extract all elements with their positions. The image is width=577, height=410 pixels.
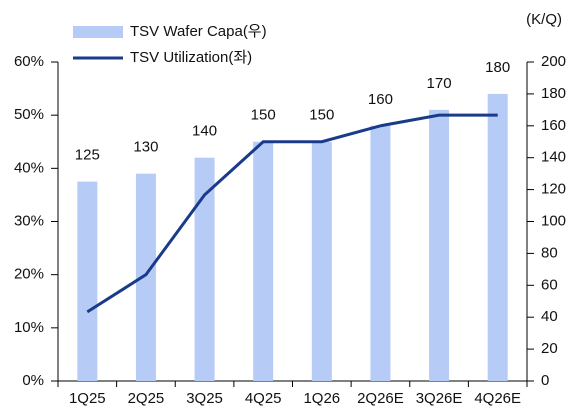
x-tick-label: 4Q26E bbox=[474, 390, 521, 407]
y2-tick-label: 0 bbox=[541, 372, 549, 389]
data-label: 180 bbox=[485, 59, 510, 76]
y-tick-label: 0% bbox=[22, 372, 44, 389]
data-label: 125 bbox=[75, 147, 100, 164]
y-tick-label: 10% bbox=[14, 319, 44, 336]
bar bbox=[253, 141, 274, 381]
x-tick-label: 4Q25 bbox=[245, 390, 282, 407]
x-tick-label: 1Q25 bbox=[69, 390, 106, 407]
bar bbox=[77, 181, 98, 381]
bar bbox=[429, 109, 450, 381]
y2-tick-label: 80 bbox=[541, 244, 558, 261]
y2-tick-label: 140 bbox=[541, 149, 566, 166]
bar bbox=[194, 157, 215, 381]
data-label: 140 bbox=[192, 123, 217, 140]
legend-label: TSV Wafer Capa(우) bbox=[130, 23, 267, 40]
data-label: 170 bbox=[427, 75, 452, 92]
data-label: 150 bbox=[251, 107, 276, 124]
y-tick-label: 40% bbox=[14, 159, 44, 176]
y2-tick-label: 200 bbox=[541, 53, 566, 70]
y-tick-label: 50% bbox=[14, 106, 44, 123]
y2-tick-label: 160 bbox=[541, 117, 566, 134]
data-label: 160 bbox=[368, 91, 393, 108]
x-tick-label: 3Q25 bbox=[186, 390, 223, 407]
legend-label: TSV Utilization(좌) bbox=[130, 49, 252, 66]
y2-tick-label: 20 bbox=[541, 340, 558, 357]
line bbox=[86, 113, 498, 314]
legend-swatch bbox=[73, 26, 123, 38]
bar bbox=[135, 173, 156, 381]
y2-tick-label: 100 bbox=[541, 212, 566, 229]
bar bbox=[370, 125, 391, 381]
y2-tick-label: 180 bbox=[541, 85, 566, 102]
data-label: 130 bbox=[133, 139, 158, 156]
bar bbox=[487, 93, 508, 382]
y2-tick-label: 60 bbox=[541, 276, 558, 293]
y-tick-label: 20% bbox=[14, 266, 44, 283]
y-tick-label: 30% bbox=[14, 212, 44, 229]
y2-tick-label: 120 bbox=[541, 181, 566, 198]
x-tick-label: 2Q26E bbox=[357, 390, 404, 407]
y2-tick-label: 40 bbox=[541, 308, 558, 325]
bar bbox=[311, 141, 332, 381]
y-tick-label: 60% bbox=[14, 53, 44, 70]
x-tick-label: 2Q25 bbox=[128, 390, 165, 407]
x-tick-label: 3Q26E bbox=[416, 390, 463, 407]
x-tick-label: 1Q26 bbox=[303, 390, 340, 407]
data-label: 150 bbox=[309, 107, 334, 124]
y2-unit-label: (K/Q) bbox=[526, 11, 562, 28]
